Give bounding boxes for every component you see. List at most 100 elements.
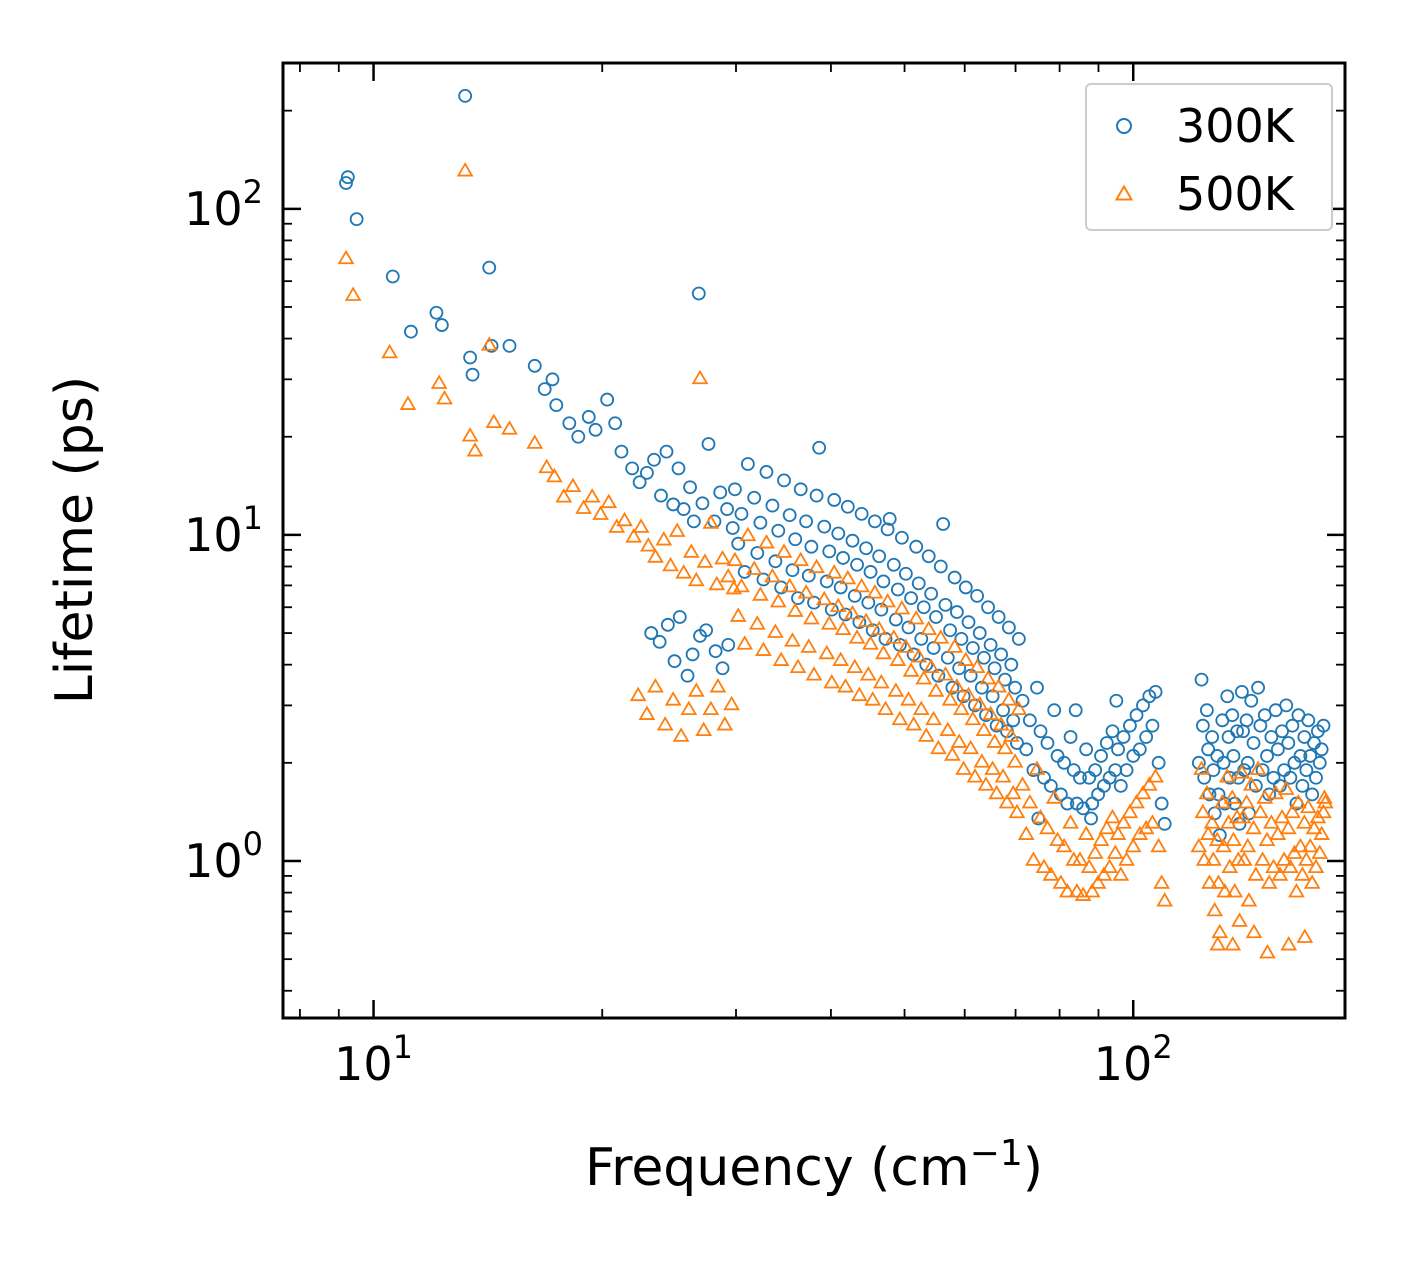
data-point-300K (614, 444, 629, 459)
data-point-500K (808, 558, 825, 574)
data-point-500K (1058, 883, 1076, 898)
legend-marker-circle-icon (1116, 118, 1132, 134)
axis-tick-labels: 101 102 100 101 102 (184, 173, 1173, 1091)
data-point-300K (659, 444, 674, 459)
data-point-300K (1244, 693, 1259, 708)
data-point-500K (1198, 784, 1216, 800)
data-point-500K (1000, 691, 1018, 706)
data-point-300K (1082, 770, 1097, 785)
data-point-300K (1197, 770, 1212, 785)
data-point-500K (1115, 814, 1132, 829)
data-point-500K (1281, 858, 1299, 874)
data-point-500K (1118, 851, 1135, 866)
data-point-500K (862, 635, 879, 650)
data-point-500K (736, 635, 754, 650)
data-point-300K (1275, 724, 1289, 739)
data-point-300K (1266, 770, 1281, 785)
data-point-300K (1226, 749, 1241, 763)
data-point-500K (1277, 780, 1295, 795)
data-point-500K (977, 776, 995, 791)
data-point-300K (1109, 693, 1124, 708)
data-point-300K (701, 437, 716, 451)
data-point-500K (1156, 892, 1174, 907)
data-point-300K (852, 615, 867, 630)
data-point-500K (583, 488, 601, 503)
data-point-500K (902, 662, 920, 677)
data-point-300K (954, 631, 969, 646)
data-point-500K (1045, 789, 1063, 804)
data-point-500K (430, 374, 448, 389)
data-point-500K (709, 678, 727, 693)
data-point-500K (1224, 936, 1242, 951)
data-point-300K (1026, 763, 1041, 777)
data-point-500K (1077, 825, 1095, 840)
x-axis-label: Frequency (cm−1) (585, 1133, 1043, 1198)
data-point-500K (805, 666, 823, 681)
data-point-300K (1006, 713, 1021, 728)
data-point-500K (501, 420, 518, 435)
data-point-300K (647, 452, 661, 467)
data-point-300K (660, 617, 675, 632)
data-point-300K (890, 582, 905, 597)
data-point-500K (1128, 793, 1145, 809)
data-point-500K (885, 629, 903, 644)
data-point-500K (1211, 923, 1229, 939)
data-point-300K (1111, 742, 1125, 757)
data-point-300K (863, 565, 878, 579)
data-point-300K (720, 502, 734, 516)
data-point-500K (1032, 808, 1049, 824)
data-point-300K (1195, 718, 1210, 733)
data-point-300K (812, 440, 827, 455)
data-point-500K (647, 548, 664, 563)
data-point-500K (1083, 883, 1101, 898)
data-point-300K (1011, 631, 1026, 646)
data-point-500K (1296, 814, 1313, 829)
data-point-500K (1062, 814, 1079, 829)
data-point-300K (1132, 742, 1147, 757)
data-point-500K (1303, 874, 1321, 889)
data-point-500K (877, 700, 894, 716)
data-point-500K (1294, 866, 1311, 881)
data-point-300K (987, 661, 1002, 676)
data-point-500K (668, 522, 686, 537)
data-point-500K (1134, 784, 1152, 800)
data-point-500K (1313, 825, 1330, 840)
data-point-500K (944, 746, 961, 761)
data-point-300K (947, 570, 962, 585)
data-point-300K (788, 532, 803, 547)
data-point-300K (1151, 755, 1166, 770)
data-point-300K (734, 506, 749, 521)
data-point-300K (981, 600, 995, 615)
data-point-300K (1091, 787, 1106, 802)
data-point-500K (962, 739, 980, 755)
data-point-500K (953, 700, 970, 716)
y-axis-label: Lifetime (ps) (45, 376, 105, 704)
data-point-300K (854, 506, 869, 521)
legend-marker-triangle-icon (1114, 184, 1134, 201)
data-point-500K (864, 691, 882, 706)
data-point-500K (857, 612, 875, 627)
data-point-500K (1284, 803, 1301, 819)
legend: 300K 500K (1085, 83, 1333, 231)
data-point-500K (726, 551, 744, 567)
data-point-300K (1206, 763, 1221, 777)
data-point-500K (996, 739, 1014, 755)
data-point-500K (1296, 928, 1314, 943)
data-point-300K (600, 392, 615, 407)
data-point-300K (1305, 787, 1320, 802)
data-point-300K (819, 574, 834, 589)
plot-frame (281, 61, 1347, 1020)
data-point-500K (834, 620, 852, 636)
data-point-300K (977, 650, 991, 665)
data-point-500K (1256, 789, 1274, 804)
data-point-500K (1260, 874, 1278, 889)
data-point-300K (458, 88, 473, 103)
data-point-300K (1279, 698, 1294, 713)
data-point-300K (1050, 749, 1065, 763)
data-point-500K (829, 597, 847, 613)
data-point-500K (1221, 858, 1239, 874)
data-point-300K (938, 598, 953, 612)
data-point-300K (1030, 680, 1044, 695)
data-point-500K (1002, 727, 1020, 742)
